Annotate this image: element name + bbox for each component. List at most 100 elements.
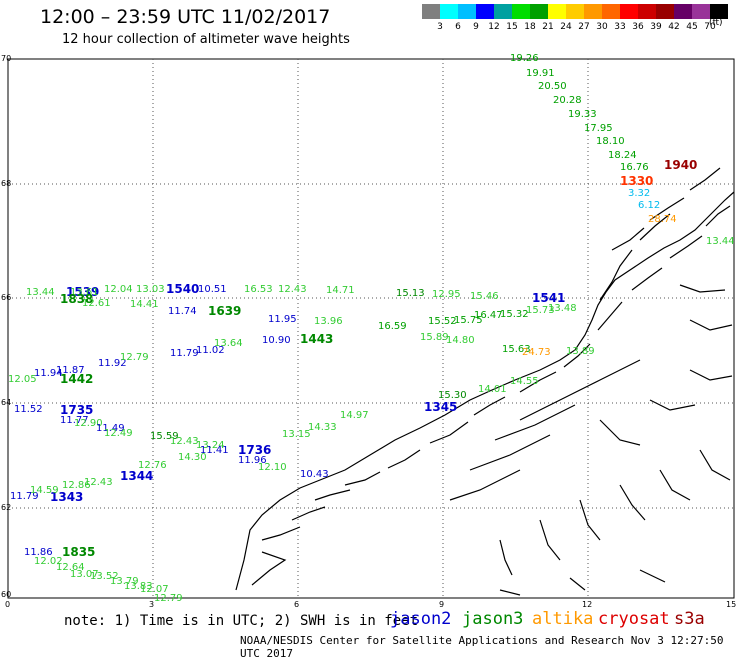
legend-label: 45 [686, 22, 698, 32]
observation-label: 1735 [60, 403, 93, 417]
legend-swatch [674, 4, 692, 19]
observation-label: 20.28 [553, 95, 582, 106]
observation-label: 19.26 [510, 53, 539, 64]
observation-label: 12.49 [104, 428, 133, 439]
y-tick: 64 [1, 398, 11, 407]
observation-label: 13.79 [110, 576, 139, 587]
observation-label: 11.94 [34, 368, 63, 379]
observation-label: 10.43 [300, 469, 329, 480]
legend-swatch [548, 4, 566, 19]
observation-label: 14.71 [326, 285, 355, 296]
map-frame [7, 58, 735, 599]
observation-label: 1442 [60, 372, 93, 386]
observation-label: 15.59 [150, 431, 179, 442]
satellite-label-altika: altika [532, 609, 594, 629]
observation-label: 1344 [120, 469, 153, 483]
observation-label: 12.79 [120, 352, 149, 363]
observation-label: 14.41 [130, 299, 159, 310]
satellite-label-jason2: jason2 [390, 609, 452, 629]
observation-label: 15.46 [470, 291, 499, 302]
observation-label: 12.86 [62, 480, 91, 491]
observation-label: 19.91 [526, 68, 555, 79]
map-subtitle: 12 hour collection of altimeter wave hei… [62, 32, 350, 47]
observation-label: 13.89 [566, 346, 595, 357]
observation-label: 14.55 [510, 376, 539, 387]
observation-label: 16.53 [244, 284, 273, 295]
observation-label: 13.61 [70, 287, 99, 298]
legend-swatch [476, 4, 494, 19]
observation-label: 15.30 [438, 390, 467, 401]
legend-label: 15 [506, 22, 518, 32]
legend-label: 24 [560, 22, 572, 32]
observation-label: 20.50 [538, 81, 567, 92]
legend-swatch [422, 4, 440, 19]
observation-label: 12.07 [140, 584, 169, 595]
observation-labels: 19.26 19.91 20.50 20.28 19.33 17.95 18.10 18.24… [8, 53, 735, 604]
observation-label: 18.10 [596, 136, 625, 147]
observation-label: 1330 [620, 174, 653, 188]
x-tick: 15 [726, 600, 736, 609]
x-tick: 6 [294, 600, 299, 609]
x-tick: 12 [582, 600, 592, 609]
observation-label: 10.51 [198, 284, 227, 295]
legend-swatch [692, 4, 710, 19]
observation-label: 19.33 [568, 109, 597, 120]
observation-label: 11.79 [10, 491, 39, 502]
observation-label: 11.52 [14, 404, 43, 415]
legend-swatch [440, 4, 458, 19]
observation-label: 12.79 [154, 593, 183, 604]
observation-label: 13.48 [548, 303, 577, 314]
observation-label: 12.43 [278, 284, 307, 295]
observation-label: 6.12 [638, 200, 660, 211]
observation-label: 12.02 [34, 556, 63, 567]
x-tick: 3 [149, 600, 154, 609]
y-tick: 60 [1, 590, 11, 599]
observation-label: 13.15 [282, 429, 311, 440]
observation-label: 11.41 [200, 445, 229, 456]
legend-swatch [494, 4, 512, 19]
observation-label: 16.47 [474, 310, 503, 321]
observation-label: 13.44 [26, 287, 55, 298]
observation-label: 15.63 [502, 344, 531, 355]
observation-label: 11.92 [98, 358, 127, 369]
observation-label: 11.86 [24, 547, 53, 558]
observation-label: 14.59 [30, 485, 59, 496]
footer-note: note: 1) Time is in UTC; 2) SWH is in fe… [64, 613, 419, 629]
observation-label: 12.04 [104, 284, 133, 295]
legend-swatch [566, 4, 584, 19]
legend-swatch [584, 4, 602, 19]
legend-label: 9 [473, 22, 479, 32]
observation-label: 24.73 [522, 347, 551, 358]
observation-label: 14.30 [178, 452, 207, 463]
legend-swatch [656, 4, 674, 19]
legend-unit: (ft) [709, 18, 723, 28]
observation-label: 12.76 [138, 460, 167, 471]
observation-label: 1838 [60, 292, 93, 306]
legend-label: 6 [455, 22, 461, 32]
observation-label: 15.73 [526, 305, 555, 316]
observation-label: 14.80 [446, 335, 475, 346]
credit-line: NOAA/NESDIS Center for Satellite Applica… [240, 634, 724, 660]
observation-label: 15.32 [500, 309, 529, 320]
observation-label: 12.43 [170, 436, 199, 447]
observation-label: 11.87 [56, 365, 85, 376]
x-tick: 0 [5, 600, 10, 609]
observation-label: 13.83 [124, 581, 153, 592]
observation-label: 17.95 [584, 123, 613, 134]
observation-label: 1736 [238, 443, 271, 457]
y-tick: 70 [1, 54, 11, 63]
axis-ticks: 0 3 6 9 12 15 70 68 66 64 62 60 [1, 54, 736, 609]
legend-label: 18 [524, 22, 536, 32]
observation-label: 1539 [66, 285, 99, 299]
observation-label: 1343 [50, 490, 83, 504]
observation-label: 13.07 [70, 569, 99, 580]
legend-label: 36 [632, 22, 644, 32]
observation-label: 3.32 [628, 188, 650, 199]
graticule [8, 59, 734, 598]
legend-label: 39 [650, 22, 662, 32]
observation-label: 11.49 [96, 423, 125, 434]
observation-label: 1940 [664, 158, 697, 172]
observation-label: 13.64 [214, 338, 243, 349]
observation-label: 1835 [62, 545, 95, 559]
legend-label: 30 [596, 22, 608, 32]
